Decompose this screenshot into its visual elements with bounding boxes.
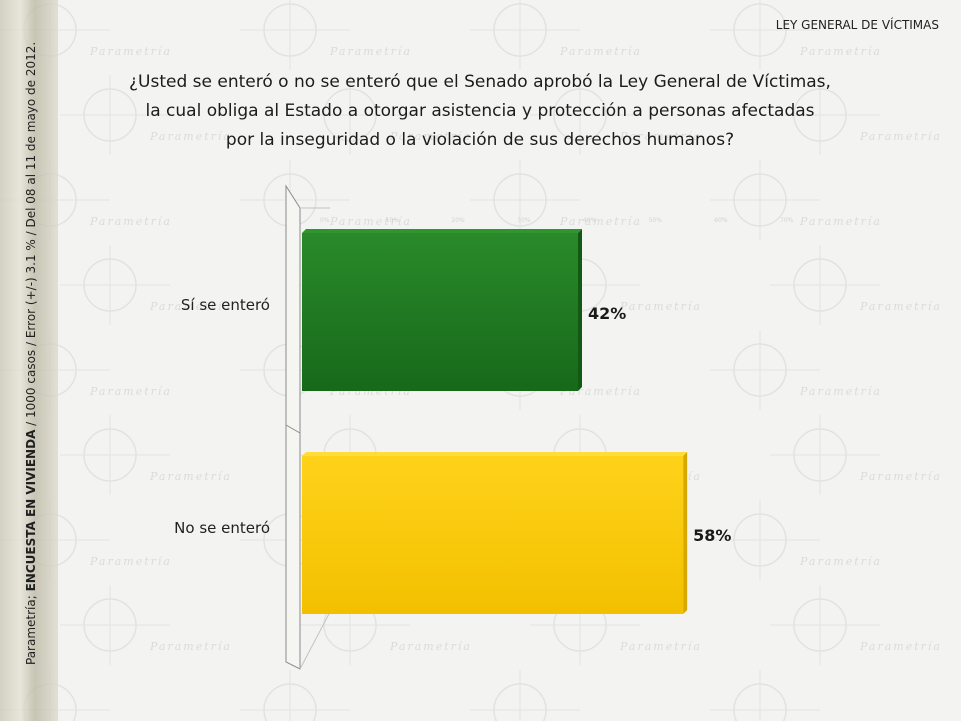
question-line-1: ¿Usted se enteró o no se enteró que el S… xyxy=(129,72,831,92)
axis-bottom-line xyxy=(299,611,331,670)
bar xyxy=(302,452,688,614)
watermark-text: Parametría xyxy=(799,385,882,398)
question-line-3: por la inseguridad o la violación de sus… xyxy=(225,130,735,150)
watermark-text: Parametría xyxy=(859,300,942,313)
tick-label: 30% xyxy=(517,217,531,224)
bar xyxy=(302,229,582,391)
header-label: LEY GENERAL DE VÍCTIMAS xyxy=(775,18,939,32)
bar-side-face xyxy=(578,229,582,391)
watermark-text: Parametría xyxy=(859,470,942,483)
bar-top-face xyxy=(302,452,688,456)
watermark-text: Parametría xyxy=(389,640,472,653)
decorative-side-strip xyxy=(0,0,58,721)
tick-label: 60% xyxy=(714,217,728,224)
watermark-text: Parametría xyxy=(329,215,412,228)
watermark-text: Parametría xyxy=(89,385,172,398)
watermark-text: Parametría xyxy=(559,215,642,228)
question-title: ¿Usted se enteró o no se enteró que el S… xyxy=(120,68,840,155)
data-label: 42% xyxy=(588,304,626,323)
tick-label: 10% xyxy=(386,217,400,224)
data-label: 58% xyxy=(693,526,731,545)
bar-side-face xyxy=(683,452,688,614)
watermark-text: Parametría xyxy=(389,130,472,143)
tick-label: 50% xyxy=(649,217,663,224)
tick-label: 20% xyxy=(451,217,465,224)
watermark-text: Parametría xyxy=(799,555,882,568)
bar-front-face xyxy=(302,456,684,614)
watermark-text: Parametría xyxy=(799,215,882,228)
bar-front-face xyxy=(302,233,578,391)
axis-wall xyxy=(285,184,301,670)
watermark-text: Parametría xyxy=(89,555,172,568)
watermark-text: Parametría xyxy=(149,300,232,313)
axis-divider xyxy=(285,424,301,434)
watermark-text: Parametría xyxy=(799,45,882,58)
watermark-text: Parametría xyxy=(859,130,942,143)
tick-label: 0% xyxy=(320,217,330,224)
watermark-text: Parametría xyxy=(149,130,232,143)
watermark-text: Parametría xyxy=(559,45,642,58)
watermark-text: Parametría xyxy=(89,215,172,228)
watermark-text: Parametría xyxy=(619,130,702,143)
bar-top-face xyxy=(302,229,582,233)
tick-label: 40% xyxy=(583,217,597,224)
watermark-text: Parametría xyxy=(149,640,232,653)
watermark-text: Parametría xyxy=(619,300,702,313)
tick-label: 70% xyxy=(780,217,794,224)
question-line-2: la cual obliga al Estado a otorgar asist… xyxy=(145,101,815,121)
category-label: Sí se enteró xyxy=(181,296,270,314)
watermark-text: Parametría xyxy=(859,640,942,653)
watermark-text: Parametría xyxy=(619,640,702,653)
watermark-text: Parametría xyxy=(89,45,172,58)
watermark-text: Parametría xyxy=(329,45,412,58)
category-label: No se enteró xyxy=(174,519,270,537)
watermark-text: Parametría xyxy=(149,470,232,483)
